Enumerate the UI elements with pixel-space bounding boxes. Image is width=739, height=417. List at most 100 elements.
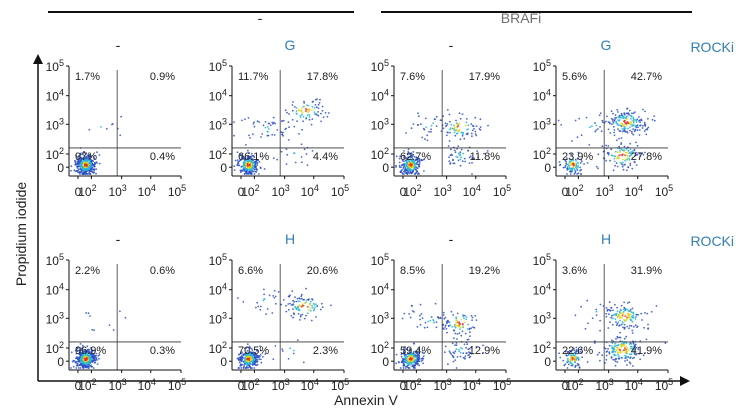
- data-dot: [621, 321, 624, 323]
- data-dot: [476, 150, 479, 153]
- data-dot: [399, 170, 402, 173]
- data-dot: [635, 121, 638, 124]
- data-dot: [626, 158, 628, 161]
- data-dot: [613, 134, 616, 137]
- data-dot: [83, 171, 85, 174]
- data-dot: [638, 134, 641, 136]
- data-dot: [612, 169, 615, 172]
- data-dot: [75, 357, 77, 360]
- data-dot: [651, 118, 654, 121]
- data-dot: [81, 153, 84, 156]
- data-dot: [247, 173, 250, 175]
- quadrant-lower-right: 41.9%: [631, 345, 662, 357]
- data-dot: [253, 156, 256, 159]
- data-dot: [234, 159, 237, 162]
- scatter-dots: [395, 109, 489, 175]
- data-dot: [91, 328, 94, 331]
- data-dot: [83, 154, 85, 157]
- data-dot: [622, 158, 624, 161]
- data-dot: [610, 316, 613, 319]
- data-dot: [249, 161, 252, 163]
- data-dot: [618, 355, 620, 358]
- data-dot: [626, 118, 628, 120]
- data-dot: [301, 303, 304, 305]
- data-dot: [623, 318, 625, 321]
- data-dot: [311, 101, 314, 103]
- quadrant-lower-left: 97%: [75, 151, 97, 163]
- data-dot: [281, 350, 284, 352]
- data-dot: [464, 355, 467, 358]
- data-dot: [612, 118, 614, 121]
- x-tick-label: 105: [331, 377, 349, 393]
- data-dot: [622, 344, 625, 347]
- data-dot: [605, 358, 608, 361]
- data-dot: [244, 118, 246, 121]
- data-dot: [82, 158, 85, 161]
- data-dot: [416, 161, 418, 164]
- data-dot: [422, 362, 424, 365]
- data-dot: [262, 124, 265, 127]
- data-dot: [266, 126, 269, 128]
- data-dot: [410, 152, 413, 155]
- data-dot: [257, 305, 260, 308]
- data-dot: [89, 153, 92, 156]
- data-dot: [465, 318, 468, 321]
- data-dot: [311, 304, 313, 307]
- data-dot: [611, 123, 613, 125]
- data-dot: [241, 363, 244, 366]
- data-dot: [305, 314, 307, 317]
- data-dot: [559, 356, 562, 359]
- data-dot: [421, 317, 424, 319]
- x-tick-label: 0: [238, 185, 245, 199]
- data-dot: [455, 119, 457, 122]
- data-dot: [324, 112, 327, 114]
- data-dot: [606, 115, 608, 118]
- data-dot: [281, 133, 284, 136]
- data-dot: [408, 313, 411, 315]
- data-dot: [308, 115, 311, 118]
- data-dot: [416, 326, 419, 328]
- data-dot: [615, 358, 617, 360]
- data-dot: [467, 323, 470, 326]
- data-dot: [617, 357, 620, 360]
- data-dot: [255, 159, 258, 162]
- data-dot: [560, 124, 563, 126]
- data-dot: [605, 307, 608, 309]
- data-dot: [611, 345, 613, 347]
- data-dot: [298, 304, 301, 307]
- data-dot: [571, 140, 573, 142]
- data-dot: [302, 361, 305, 364]
- data-dot: [262, 299, 265, 302]
- data-dot: [615, 116, 617, 119]
- data-dot: [244, 357, 247, 360]
- data-dot: [616, 122, 619, 125]
- data-dot: [604, 347, 607, 350]
- panel-title: H: [601, 231, 611, 247]
- data-dot: [635, 151, 637, 154]
- data-dot: [446, 123, 449, 125]
- data-dot: [471, 319, 473, 321]
- data-dot: [407, 169, 410, 172]
- data-dot: [460, 318, 463, 321]
- x-tick-label: 104: [625, 377, 643, 393]
- data-dot: [475, 319, 478, 321]
- data-dot: [321, 105, 324, 108]
- data-dot: [418, 364, 421, 367]
- data-dot: [579, 166, 581, 169]
- data-dot: [629, 164, 632, 167]
- data-dot: [564, 164, 567, 167]
- data-dot: [435, 125, 438, 127]
- data-dot: [285, 127, 287, 130]
- data-dot: [616, 335, 619, 338]
- data-dot: [612, 317, 614, 320]
- data-dot: [455, 317, 458, 320]
- data-dot: [93, 329, 95, 332]
- data-dot: [571, 167, 574, 170]
- data-dot: [414, 168, 417, 171]
- data-dot: [576, 173, 578, 175]
- data-dot: [614, 155, 617, 158]
- data-dot: [98, 162, 101, 165]
- data-dot: [586, 299, 589, 302]
- data-dot: [272, 358, 275, 361]
